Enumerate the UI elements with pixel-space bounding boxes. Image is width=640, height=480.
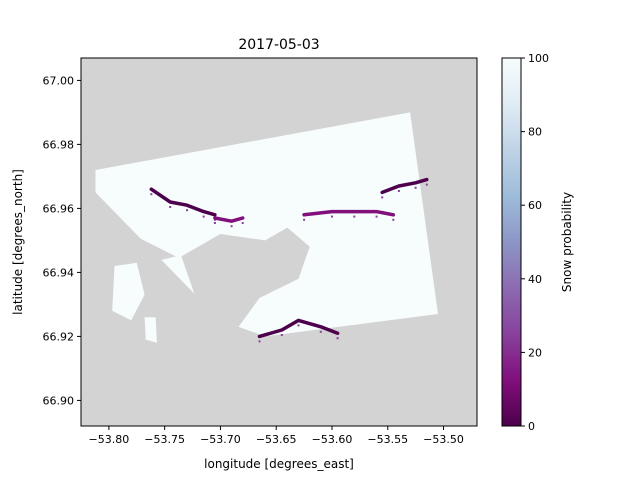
low-snow-pixel: [213, 222, 216, 224]
x-axis-label: longitude [degrees_east]: [204, 457, 354, 471]
colorbar-tick-label: 100: [528, 52, 549, 65]
x-tick-label: −53.75: [144, 433, 185, 446]
colorbar-tick-label: 20: [528, 346, 542, 359]
plot-frame: [80, 57, 478, 427]
colorbar-tick-label: 80: [528, 126, 542, 139]
chart-title: 2017-05-03: [238, 37, 319, 53]
low-snow-pixel: [230, 225, 233, 228]
x-tick-label: −53.80: [89, 433, 130, 446]
plot-area: [80, 57, 478, 427]
low-snow-pixel: [397, 190, 400, 192]
low-snow-pixel: [186, 209, 188, 212]
y-tick-label: 66.90: [43, 394, 75, 407]
colorbar-gradient: [501, 57, 522, 427]
low-snow-pixel: [331, 215, 333, 218]
low-snow-pixel: [297, 324, 300, 327]
y-axis: 66.90 66.92 66.94 66.96 66.98 67.00: [43, 74, 81, 407]
island: [112, 262, 145, 321]
x-tick-label: −53.50: [423, 433, 464, 446]
y-tick-label: 66.98: [43, 138, 75, 151]
low-snow-pixel: [150, 193, 153, 196]
low-snow-pixel: [258, 340, 261, 343]
colorbar-tick-label: 0: [528, 420, 535, 433]
x-axis: −53.80 −53.75 −53.70 −53.65 −53.60 −53.55 −53.…: [89, 426, 464, 446]
low-snow-pixel: [241, 222, 244, 224]
low-snow-pixel: [375, 215, 378, 218]
water-region: [95, 214, 176, 273]
x-tick-label: −53.65: [256, 433, 297, 446]
water-region: [181, 227, 310, 337]
low-snow-streak: [257, 318, 340, 339]
colorbar: 0 20 40 60 80 100 Snow probability: [501, 52, 574, 433]
y-axis-label: latitude [degrees_north]: [11, 169, 25, 315]
low-snow-pixel: [280, 334, 283, 336]
low-snow-pixel: [414, 186, 417, 189]
colorbar-ticks: 0 20 40 60 80 100: [521, 52, 549, 433]
low-snow-pixel: [319, 330, 322, 333]
low-snow-streak: [302, 209, 396, 217]
scene-footprint: [95, 112, 438, 337]
y-tick-label: 66.92: [43, 330, 75, 343]
low-snow-pixel: [202, 215, 205, 218]
low-snow-streak: [380, 177, 429, 195]
y-tick-label: 66.94: [43, 266, 75, 279]
snow-map: [95, 112, 438, 343]
x-tick-label: −53.70: [200, 433, 241, 446]
y-tick-label: 67.00: [43, 74, 75, 87]
colorbar-label: Snow probability: [560, 192, 574, 292]
colorbar-tick-label: 40: [528, 273, 542, 286]
low-snow-streak: [149, 187, 217, 217]
low-snow-pixel: [336, 337, 339, 340]
colorbar-tick-label: 60: [528, 199, 542, 212]
low-snow-pixel: [303, 218, 306, 221]
low-snow-streak: [213, 216, 245, 223]
low-snow-pixel: [425, 183, 428, 186]
low-snow-pixel: [353, 215, 356, 218]
x-tick-label: −53.55: [367, 433, 408, 446]
low-snow-pixel: [381, 196, 384, 199]
island: [144, 317, 157, 343]
low-snow-pixel: [169, 206, 172, 208]
x-tick-label: −53.60: [312, 433, 353, 446]
low-snow-pixel: [213, 218, 216, 221]
y-tick-label: 66.96: [43, 202, 75, 215]
low-snow-pixel: [392, 218, 395, 221]
